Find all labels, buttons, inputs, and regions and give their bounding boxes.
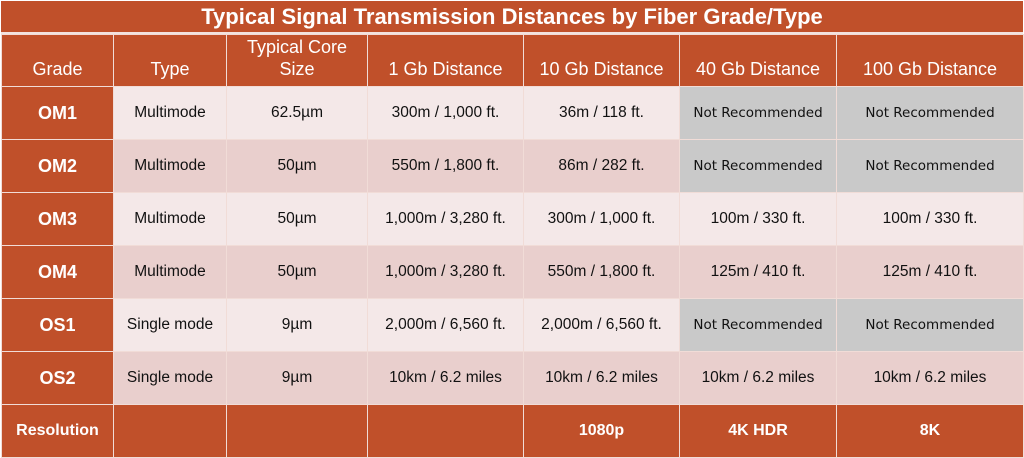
header-row: Grade Type Typical Core Size 1 Gb Distance 1… bbox=[1, 34, 1024, 87]
table-cell: Not Recommended bbox=[836, 86, 1024, 140]
grade-cell: OM2 bbox=[1, 139, 114, 193]
table-cell: 550m / 1,800 ft. bbox=[367, 139, 524, 193]
column-header: 40 Gb Distance bbox=[679, 34, 837, 87]
table-row: OM1 Multimode 62.5µm 300m / 1,000 ft. 36m / … bbox=[1, 86, 1024, 140]
grade-cell: OS2 bbox=[1, 351, 114, 405]
grade-cell: OM1 bbox=[1, 86, 114, 140]
resolution-cell: 8K bbox=[836, 404, 1024, 458]
table-cell: 125m / 410 ft. bbox=[836, 245, 1024, 299]
table-cell: Not Recommended bbox=[836, 298, 1024, 352]
table-cell: Single mode bbox=[113, 298, 227, 352]
resolution-cell bbox=[367, 404, 524, 458]
table-cell: 10km / 6.2 miles bbox=[836, 351, 1024, 405]
table-cell: 100m / 330 ft. bbox=[679, 192, 837, 246]
table-cell: Multimode bbox=[113, 245, 227, 299]
resolution-cell bbox=[226, 404, 368, 458]
table-cell: 100m / 330 ft. bbox=[836, 192, 1024, 246]
table-cell: 9µm bbox=[226, 298, 368, 352]
table-cell: Multimode bbox=[113, 86, 227, 140]
table-cell: Not Recommended bbox=[679, 86, 837, 140]
table-cell: 10km / 6.2 miles bbox=[679, 351, 837, 405]
table-cell: Not Recommended bbox=[679, 139, 837, 193]
column-header: Grade bbox=[1, 34, 114, 87]
grade-cell: OM3 bbox=[1, 192, 114, 246]
resolution-label: Resolution bbox=[1, 404, 114, 458]
resolution-cell: 4K HDR bbox=[679, 404, 837, 458]
column-header: 1 Gb Distance bbox=[367, 34, 524, 87]
column-header: Typical Core Size bbox=[226, 34, 368, 87]
table-cell: Multimode bbox=[113, 192, 227, 246]
table-cell: 36m / 118 ft. bbox=[523, 86, 680, 140]
column-header: Type bbox=[113, 34, 227, 87]
table-cell: 300m / 1,000 ft. bbox=[523, 192, 680, 246]
table-cell: 10km / 6.2 miles bbox=[523, 351, 680, 405]
table-cell: 62.5µm bbox=[226, 86, 368, 140]
table-cell: 1,000m / 3,280 ft. bbox=[367, 192, 524, 246]
table-cell: 125m / 410 ft. bbox=[679, 245, 837, 299]
grade-cell: OS1 bbox=[1, 298, 114, 352]
resolution-row: Resolution 1080p 4K HDR 8K bbox=[1, 404, 1024, 458]
column-header: 10 Gb Distance bbox=[523, 34, 680, 87]
table-row: OM4 Multimode 50µm 1,000m / 3,280 ft. 550m /… bbox=[1, 245, 1024, 299]
table-cell: Not Recommended bbox=[679, 298, 837, 352]
table-row: OS2 Single mode 9µm 10km / 6.2 miles 10km / … bbox=[1, 351, 1024, 405]
grade-cell: OM4 bbox=[1, 245, 114, 299]
data-table: Grade Type Typical Core Size 1 Gb Distance 1… bbox=[1, 34, 1024, 458]
table-row: OS1 Single mode 9µm 2,000m / 6,560 ft. 2,000… bbox=[1, 298, 1024, 352]
table-cell: 50µm bbox=[226, 139, 368, 193]
table-cell: 86m / 282 ft. bbox=[523, 139, 680, 193]
table-cell: 50µm bbox=[226, 245, 368, 299]
column-header: 100 Gb Distance bbox=[836, 34, 1024, 87]
table-cell: 10km / 6.2 miles bbox=[367, 351, 524, 405]
resolution-cell bbox=[113, 404, 227, 458]
table-cell: 550m / 1,800 ft. bbox=[523, 245, 680, 299]
table-cell: Single mode bbox=[113, 351, 227, 405]
table-cell: 9µm bbox=[226, 351, 368, 405]
table-row: OM2 Multimode 50µm 550m / 1,800 ft. 86m / 28… bbox=[1, 139, 1024, 193]
table-cell: 50µm bbox=[226, 192, 368, 246]
table-cell: 300m / 1,000 ft. bbox=[367, 86, 524, 140]
table-cell: 1,000m / 3,280 ft. bbox=[367, 245, 524, 299]
table-cell: 2,000m / 6,560 ft. bbox=[523, 298, 680, 352]
table-row: OM3 Multimode 50µm 1,000m / 3,280 ft. 300m /… bbox=[1, 192, 1024, 246]
table-cell: Not Recommended bbox=[836, 139, 1024, 193]
resolution-cell: 1080p bbox=[523, 404, 680, 458]
table-title: Typical Signal Transmission Distances by… bbox=[1, 1, 1023, 34]
table-cell: Multimode bbox=[113, 139, 227, 193]
table-cell: 2,000m / 6,560 ft. bbox=[367, 298, 524, 352]
